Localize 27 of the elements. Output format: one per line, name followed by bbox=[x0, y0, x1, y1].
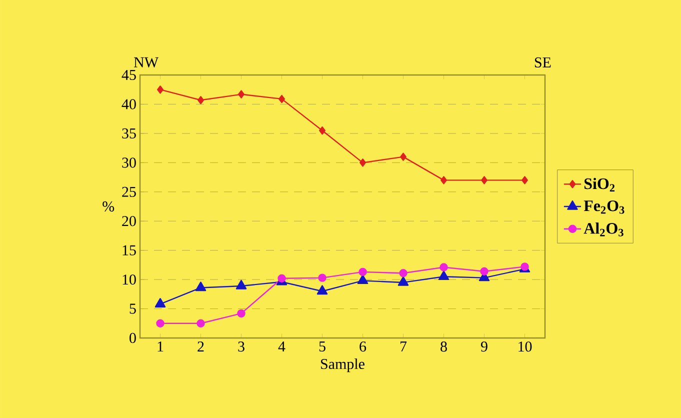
x-tick-label: 10 bbox=[518, 342, 532, 352]
y-tick-label: 5 bbox=[130, 304, 136, 314]
x-tick-label: 9 bbox=[480, 342, 488, 352]
legend-label: Fe$_{2}$O$_{3}$ bbox=[584, 200, 624, 214]
x-tick-label: 6 bbox=[360, 342, 366, 352]
text: NW bbox=[134, 57, 158, 68]
x-tick-label: 3 bbox=[238, 342, 244, 352]
x-tick-label: 8 bbox=[440, 342, 447, 352]
y-tick-label: 35 bbox=[122, 128, 136, 138]
x-tick-label: 5 bbox=[319, 342, 326, 352]
x-tick-label: 2 bbox=[198, 342, 204, 352]
x-tick-label: 7 bbox=[400, 342, 407, 352]
text: SE bbox=[534, 57, 551, 68]
y-tick-label: 30 bbox=[122, 158, 136, 168]
y-tick-label: 10 bbox=[122, 274, 136, 285]
y-tick-label: 40 bbox=[122, 99, 136, 110]
x-axis-title: Sample bbox=[321, 358, 364, 372]
y-tick-label: 15 bbox=[122, 245, 136, 256]
y-tick-label: 20 bbox=[122, 216, 136, 226]
x-tick-label: 1 bbox=[158, 342, 164, 352]
legend-label: Al$_{2}$O$_{3}$ bbox=[584, 222, 624, 236]
y-tick-label: 25 bbox=[122, 186, 136, 197]
y-tick-label: 0 bbox=[130, 332, 136, 344]
legend-label: SiO$_{2}$ bbox=[584, 178, 615, 192]
y-tick-label: 45 bbox=[122, 70, 136, 80]
y-axis-title: % bbox=[102, 201, 114, 212]
x-tick-label: 4 bbox=[278, 342, 286, 352]
